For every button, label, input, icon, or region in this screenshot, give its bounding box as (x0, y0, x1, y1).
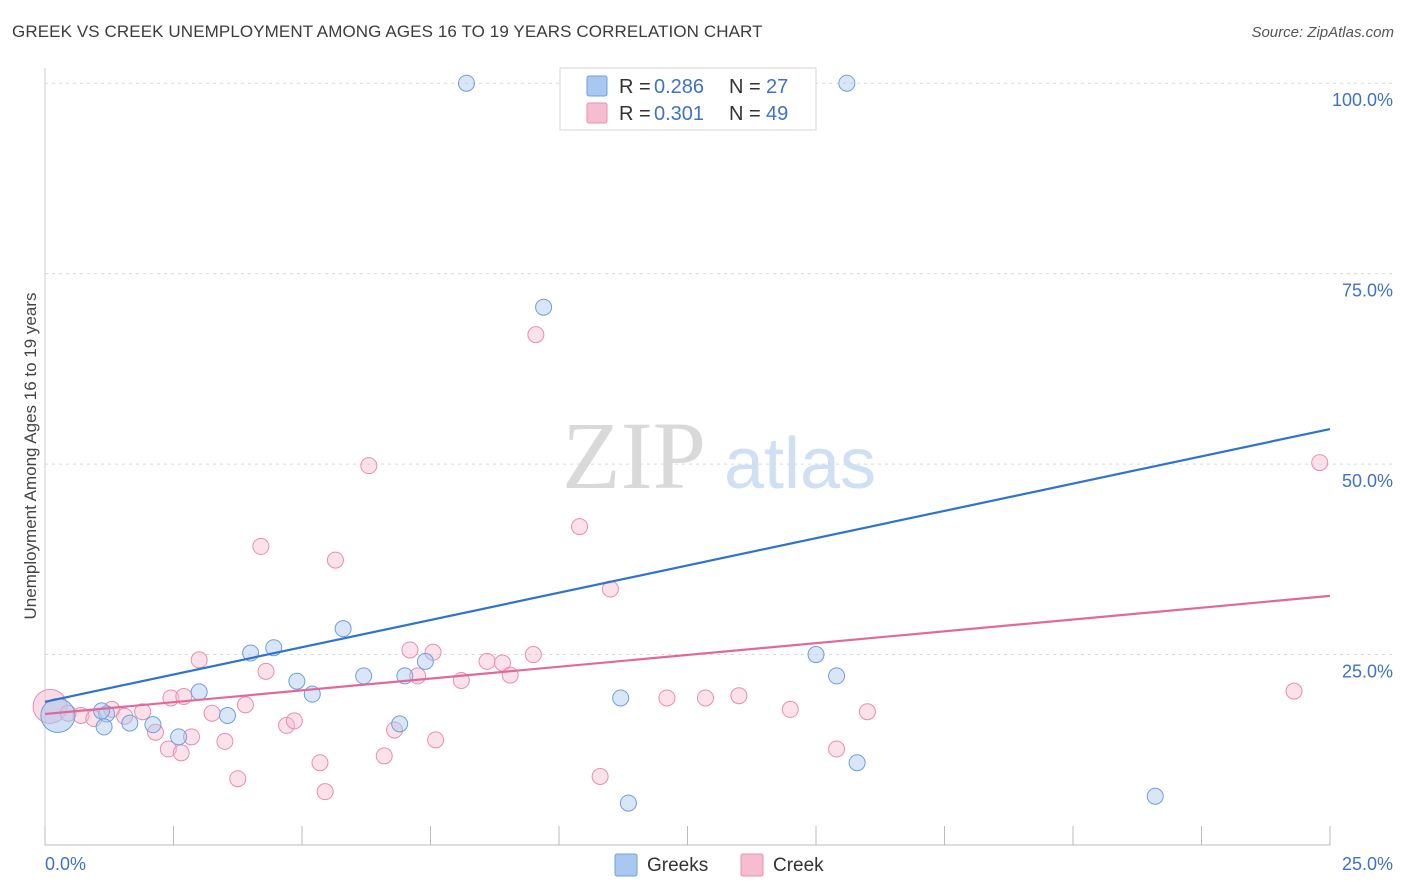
greeks-point-3 (95, 718, 113, 736)
greeks-point-27 (1146, 787, 1164, 805)
greeks-point-6 (170, 728, 188, 746)
x-axis-ticks (44, 826, 1331, 845)
legend-swatch-greeks (586, 75, 608, 97)
greeks-point-4 (121, 714, 139, 732)
creek-point-33 (478, 652, 496, 670)
creek-point-12 (182, 728, 200, 746)
creek-points (32, 326, 1329, 801)
creek-point-37 (527, 326, 545, 344)
legend-greeks-r-value: 0.286 (654, 76, 704, 98)
watermark-zip: ZIP (562, 402, 706, 509)
greeks-point-7 (190, 683, 208, 701)
x-tick-label-max: 25.0% (1342, 854, 1393, 874)
greeks-point-8 (218, 707, 236, 724)
legend-creek-r-value: 0.301 (654, 103, 704, 125)
chart-title: GREEK VS CREEK UNEMPLOYMENT AMONG AGES 1… (12, 22, 763, 41)
legend-greeks-n-value: 27 (766, 76, 788, 98)
creek-point-42 (696, 689, 714, 707)
greeks-point-15 (391, 715, 409, 733)
creek-point-39 (591, 767, 609, 785)
creek-point-36 (524, 646, 542, 664)
greeks-point-13 (334, 620, 352, 638)
y-axis-label: Unemployment Among Ages 16 to 19 years (21, 293, 40, 620)
y-tick-label-25: 25.0% (1342, 662, 1393, 682)
greeks-point-19 (535, 298, 553, 316)
creek-point-17 (236, 696, 254, 714)
creek-point-5 (116, 707, 134, 725)
greeks-point-0 (40, 698, 76, 733)
y-tick-label-50: 50.0% (1342, 471, 1393, 491)
greeks-point-5 (144, 716, 162, 734)
legend-greeks-n-label: N = (729, 76, 761, 98)
creek-point-14 (203, 704, 221, 722)
greeks-point-24 (828, 667, 846, 685)
creek-point-31 (427, 731, 445, 749)
greeks-points (40, 74, 1164, 812)
creek-point-22 (311, 754, 329, 772)
greeks-point-23 (807, 646, 825, 664)
greeks-point-26 (848, 754, 866, 772)
watermark: ZIP atlas (562, 402, 876, 509)
creek-point-43 (730, 687, 748, 705)
creek-point-24 (326, 551, 344, 569)
x-tick-label-min: 0.0% (45, 854, 86, 874)
legend-creek-n-label: N = (729, 103, 761, 125)
greeks-point-20 (612, 689, 630, 707)
greeks-point-11 (288, 672, 306, 690)
bottom-legend-swatch-creek (740, 853, 764, 877)
creek-point-26 (375, 747, 393, 765)
y-tick-label-100: 100.0% (1332, 90, 1393, 110)
y-axis-tick-labels: 25.0% 50.0% 75.0% 100.0% (1332, 90, 1393, 681)
greeks-point-25 (838, 74, 856, 92)
y-tick-label-75: 75.0% (1342, 281, 1393, 301)
legend-creek-n-value: 49 (766, 103, 788, 125)
source-label: Source: ZipAtlas.com (1251, 24, 1394, 41)
creek-point-6 (134, 703, 152, 721)
creek-trend-line (44, 594, 1331, 716)
creek-point-23 (316, 783, 334, 801)
creek-point-19 (257, 662, 275, 680)
greeks-point-18 (457, 74, 475, 92)
grid-lines (45, 82, 1393, 656)
legend-box: R = 0.286 N = 27 R = 0.301 N = 49 (559, 67, 817, 131)
bottom-legend-swatch-greeks (614, 853, 638, 877)
creek-point-45 (828, 740, 846, 758)
creek-point-44 (781, 700, 799, 718)
legend-greeks-r-label: R = (619, 76, 651, 98)
creek-point-21 (285, 712, 303, 730)
creek-point-13 (190, 651, 208, 669)
creek-point-16 (229, 770, 247, 788)
legend-swatch-creek (586, 102, 608, 124)
creek-point-18 (252, 537, 270, 555)
trend-lines (44, 428, 1331, 716)
creek-point-41 (658, 689, 676, 707)
legend-creek-r-label: R = (619, 103, 651, 125)
greeks-point-1 (98, 705, 116, 723)
greeks-point-21 (619, 794, 637, 812)
bottom-legend-creek: Creek (773, 855, 824, 876)
creek-point-15 (216, 732, 234, 750)
greeks-point-14 (355, 667, 373, 685)
creek-point-46 (858, 703, 876, 721)
creek-point-28 (401, 641, 419, 659)
greeks-point-17 (416, 652, 434, 670)
creek-point-38 (571, 518, 589, 536)
greeks-trend-line (44, 428, 1331, 703)
creek-point-11 (172, 744, 190, 762)
creek-point-10 (159, 740, 177, 758)
creek-point-25 (360, 457, 378, 475)
creek-point-35 (501, 666, 519, 684)
bottom-legend-greeks: Greeks (647, 855, 708, 876)
creek-point-48 (1311, 454, 1329, 472)
creek-point-47 (1285, 682, 1303, 700)
greeks-point-2 (93, 702, 111, 720)
bottom-legend: Greeks Creek (614, 853, 824, 877)
